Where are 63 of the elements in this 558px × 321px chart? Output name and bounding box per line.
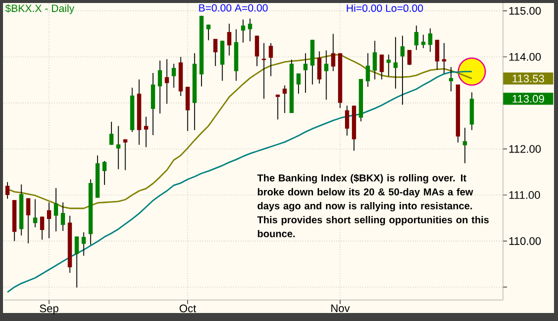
candlestick	[366, 52, 370, 88]
candlestick	[394, 36, 398, 90]
annotation: The Banking Index ($BKX) is rolling over. It broke down below its 20 & 50-day MAs a few days ago and now is rallying into resistance. This provides short selling opportunities on this bounce.	[257, 174, 489, 238]
candlestick	[60, 202, 65, 232]
candlestick	[144, 116, 148, 148]
candlestick	[26, 198, 30, 244]
candlestick	[324, 50, 328, 100]
candlestick	[462, 127, 467, 164]
candlestick	[102, 160, 107, 186]
candlestick	[33, 198, 38, 228]
candlestick	[109, 121, 114, 146]
candlestick	[46, 202, 52, 239]
candlestick	[386, 54, 391, 77]
candlestick	[414, 25, 418, 50]
candlestick	[442, 42, 446, 74]
candlestick	[206, 24, 211, 41]
candlestick	[227, 23, 232, 56]
candlestick	[282, 84, 287, 114]
candlestick	[220, 40, 224, 82]
candlestick	[262, 42, 266, 100]
candlestick	[435, 39, 440, 70]
candlestick	[421, 34, 426, 49]
candlestick	[254, 35, 260, 67]
candlestick	[186, 86, 190, 132]
candlestick	[241, 19, 246, 44]
text: 113.09	[512, 94, 544, 103]
candlestick	[40, 216, 44, 240]
candlestick	[296, 73, 301, 94]
candlestick	[5, 182, 10, 200]
candlestick	[344, 105, 350, 136]
candlestick	[74, 236, 79, 288]
candlestick	[164, 58, 169, 104]
x-tick-label: Sep	[40, 304, 58, 314]
candlestick	[448, 66, 454, 92]
chart-title: $BKX.X - Daily	[5, 4, 74, 14]
candlestick	[248, 18, 252, 42]
candlestick	[372, 40, 377, 80]
y-tick-label: 114.00	[509, 53, 541, 61]
candlestick	[213, 38, 218, 67]
candlestick	[331, 33, 336, 72]
x-tick-label: Oct	[180, 304, 196, 312]
candlestick	[400, 35, 405, 106]
candlestick	[158, 60, 162, 114]
annotation: B=0.00 A=0.00	[199, 4, 268, 12]
text: 113.53	[512, 74, 544, 82]
x-tick-label: Nov	[331, 304, 350, 312]
y-tick-label: 110.00	[509, 237, 541, 245]
candlestick	[82, 232, 86, 256]
y-tick-label: 115.00	[509, 6, 541, 15]
candlestick	[317, 50, 322, 84]
candlestick	[268, 42, 273, 77]
y-tick-label: 112.00	[509, 145, 541, 153]
candlestick	[380, 54, 384, 80]
candlestick	[172, 63, 176, 88]
candlestick	[303, 52, 308, 94]
candlestick	[123, 138, 128, 171]
candlestick	[116, 125, 120, 170]
candlestick	[407, 50, 412, 66]
y-tick-label: 111.00	[509, 191, 540, 199]
candlestick	[54, 188, 58, 232]
candlestick	[276, 94, 280, 120]
candlestick	[428, 28, 432, 52]
annotation: Hi=0.00 Lo=0.00	[346, 4, 423, 12]
